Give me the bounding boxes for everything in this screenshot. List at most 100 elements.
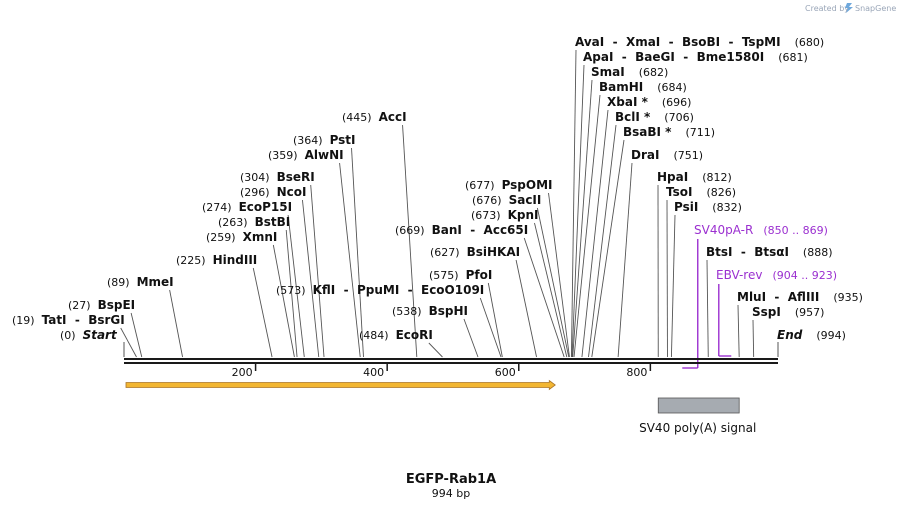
- leader-line-xmni: [272, 244, 295, 358]
- primer-name: SV40pA-R: [694, 223, 753, 237]
- primer-label: SV40pA-R (850 .. 869): [694, 223, 828, 237]
- enzyme-position: (19): [12, 314, 42, 327]
- enzyme-name: MluI: [737, 290, 766, 304]
- leader-line-kfli: [479, 297, 502, 358]
- feature-track: SV40 poly(A) signal: [125, 379, 756, 435]
- enzyme-position: (812): [688, 171, 732, 184]
- enzyme-name: PsiI: [674, 200, 698, 214]
- enzyme-label-sspi: SspI (957): [752, 305, 824, 319]
- enzyme-name: AvaI: [575, 35, 604, 49]
- enzyme-name: TsoI: [666, 185, 692, 199]
- leader-line-psti: [351, 147, 364, 358]
- enzyme-name: BaeGI: [635, 50, 675, 64]
- leader-line-mmei: [169, 289, 183, 358]
- enzyme-label-text: (676) SacII: [472, 193, 541, 207]
- enzyme-label-text: PsiI (832): [674, 200, 742, 214]
- enzyme-name: TatI: [42, 313, 67, 327]
- enzyme-label-sacii: (676) SacII: [472, 193, 541, 207]
- enzyme-name: KflI: [313, 283, 336, 297]
- enzyme-position: (259): [206, 231, 243, 244]
- enzyme-name: EcoRI: [396, 328, 433, 342]
- enzyme-name: MmeI: [137, 275, 174, 289]
- enzyme-position: (445): [342, 111, 379, 124]
- enzyme-separator: -: [720, 35, 742, 49]
- enzyme-position: (627): [430, 246, 467, 259]
- enzyme-position: (573): [276, 284, 313, 297]
- enzyme-label-ecori: (484) EcoRI: [359, 328, 433, 342]
- enzyme-separator: -: [67, 313, 89, 327]
- enzyme-label-text: AvaI - XmaI - BsoBI - TspMI (680): [575, 35, 824, 49]
- enzyme-label-text: HpaI (812): [657, 170, 732, 184]
- enzyme-label-bcli: BclI * (706): [615, 110, 694, 124]
- primer-range: (850 .. 869): [763, 224, 828, 237]
- enzyme-name: XmnI: [243, 230, 278, 244]
- enzyme-name: PpuMI: [357, 283, 399, 297]
- enzyme-position: (225): [176, 254, 213, 267]
- leader-line-smai: [572, 79, 593, 358]
- enzyme-position: (680): [781, 36, 825, 49]
- leader-line-sspi: [752, 319, 755, 358]
- enzyme-label-text: (225) HindIII: [176, 253, 257, 267]
- enzyme-name: BsaBI *: [623, 125, 672, 139]
- enzyme-separator: -: [675, 50, 697, 64]
- enzyme-position: (826): [692, 186, 736, 199]
- enzyme-position: (832): [698, 201, 742, 214]
- enzyme-label-psii: PsiI (832): [674, 200, 742, 214]
- leader-line-sacii: [536, 207, 570, 358]
- enzyme-label-text: (27) BspEI: [68, 298, 135, 312]
- enzyme-label-bseri: (304) BseRI: [240, 170, 315, 184]
- enzyme-name: BstBI: [255, 215, 291, 229]
- enzyme-position: (696): [648, 96, 692, 109]
- leader-line-kpni: [534, 222, 568, 358]
- enzyme-label-text: (359) AlwNI: [268, 148, 344, 162]
- enzyme-label-bsihkai: (627) BsiHKAI: [430, 245, 520, 259]
- enzyme-position: (751): [659, 149, 703, 162]
- ruler-tick-label: 200: [232, 366, 253, 379]
- leader-line-avai: [570, 49, 577, 358]
- enzyme-position: (994): [802, 329, 846, 342]
- enzyme-label-text: (263) BstBI: [218, 215, 290, 229]
- enzyme-position: (682): [625, 66, 669, 79]
- enzyme-name: NcoI: [277, 185, 307, 199]
- enzyme-label-pfoi: (575) PfoI: [429, 268, 492, 282]
- enzyme-name: SacII: [509, 193, 542, 207]
- enzyme-name: EcoP15I: [239, 200, 293, 214]
- enzyme-label-text: (677) PspOMI: [465, 178, 553, 192]
- ruler-ticks: 200 400 600 800: [232, 364, 652, 379]
- enzyme-label-kfli: (573) KflI - PpuMI - EcoO109I: [276, 283, 484, 297]
- enzyme-label-text: MluI - AflIII (935): [737, 290, 863, 304]
- leader-line-bstbi: [285, 229, 298, 358]
- enzyme-label-xbai: XbaI * (696): [607, 95, 691, 109]
- enzyme-label-text: (304) BseRI: [240, 170, 315, 184]
- enzyme-label-text: (573) KflI - PpuMI - EcoO109I: [276, 283, 484, 297]
- enzyme-label-text: DraI (751): [631, 148, 703, 162]
- enzyme-label-xmni: (259) XmnI: [206, 230, 277, 244]
- leader-line-acci: [402, 124, 418, 358]
- leader-line-alwnii: [339, 162, 361, 358]
- enzyme-name: XmaI: [626, 35, 660, 49]
- enzyme-label-text: (575) PfoI: [429, 268, 492, 282]
- enzyme-name: Start: [83, 328, 118, 342]
- enzyme-label-hindiii: (225) HindIII: [176, 253, 257, 267]
- feature-label-sv40-polya: SV40 poly(A) signal: [639, 421, 756, 435]
- enzyme-name: AccI: [379, 110, 407, 124]
- credit-brand: SnapGene: [855, 4, 896, 13]
- enzyme-label-text: (538) BspHI: [392, 304, 468, 318]
- enzyme-name: BspHI: [429, 304, 468, 318]
- enzyme-label-end: End (994): [777, 328, 846, 342]
- enzyme-label-alwnii: (359) AlwNI: [268, 148, 344, 162]
- enzyme-name: End: [777, 328, 803, 342]
- enzyme-name: SmaI: [591, 65, 625, 79]
- enzyme-label-ncoi: (296) NcoI: [240, 185, 306, 199]
- enzyme-name: HindIII: [213, 253, 258, 267]
- enzyme-name: BtsαI: [754, 245, 789, 259]
- feature-arrow-orf: [125, 379, 556, 391]
- enzyme-position: (364): [293, 134, 330, 147]
- enzyme-position: (706): [650, 111, 694, 124]
- credit-prefix: Created by: [805, 4, 849, 13]
- enzyme-position: (263): [218, 216, 255, 229]
- leader-line-btsi: [706, 259, 709, 358]
- enzyme-position: (575): [429, 269, 466, 282]
- primer-ebv-rev: EBV-rev (904 .. 923): [716, 268, 837, 357]
- enzyme-label-text: (669) BanI - Acc65I: [395, 223, 528, 237]
